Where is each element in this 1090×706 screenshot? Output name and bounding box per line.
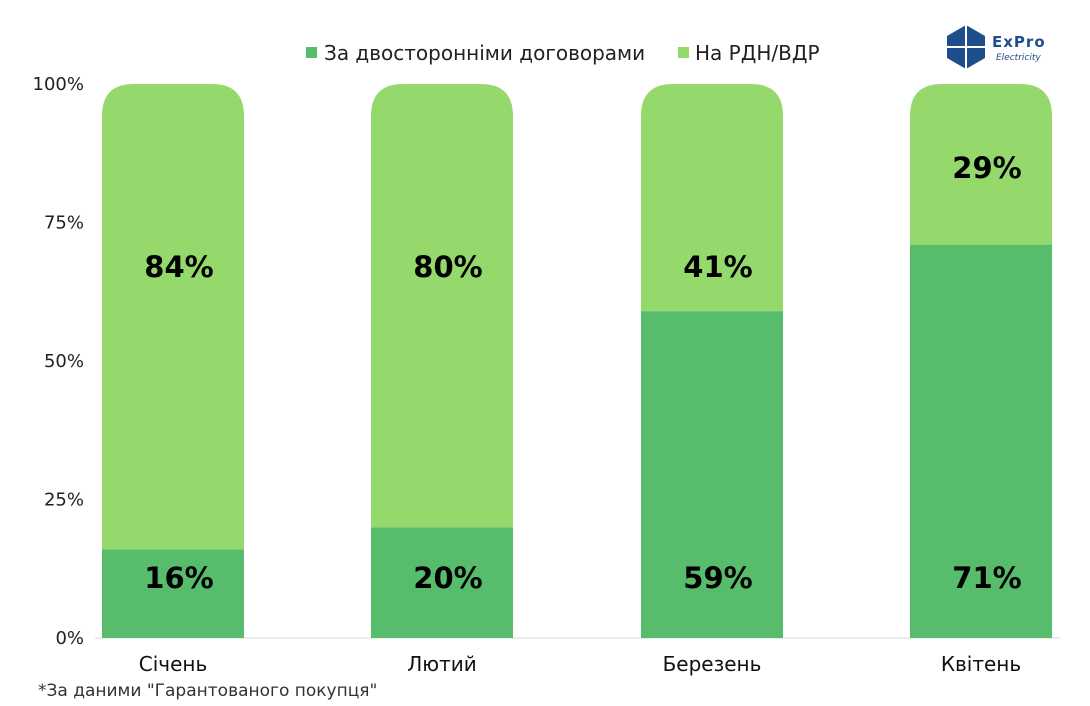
data-label: 84% bbox=[144, 250, 213, 284]
x-category-label: Лютий bbox=[407, 652, 477, 676]
y-tick-label: 50% bbox=[44, 351, 84, 372]
data-label: 80% bbox=[413, 250, 482, 284]
data-label: 71% bbox=[952, 561, 1021, 595]
logo-subtext: Electricity bbox=[996, 53, 1041, 63]
logo-text: ExPro bbox=[992, 33, 1046, 51]
bar-segment-bilateral bbox=[641, 311, 783, 638]
bar-segment-market bbox=[371, 84, 513, 528]
x-category-label: Квітень bbox=[941, 652, 1021, 676]
y-tick-label: 0% bbox=[55, 628, 84, 649]
y-tick-label: 75% bbox=[44, 213, 84, 234]
data-label: 59% bbox=[683, 561, 752, 595]
data-label: 16% bbox=[144, 561, 213, 595]
y-tick-label: 100% bbox=[33, 74, 84, 95]
legend-label-bilateral: За двосторонніми договорами bbox=[324, 41, 645, 65]
bar-segment-bilateral bbox=[910, 244, 1052, 638]
y-tick-label: 25% bbox=[44, 490, 84, 511]
data-label: 29% bbox=[952, 151, 1021, 185]
legend: За двосторонніми договорами На РДН/ВДР bbox=[306, 41, 820, 65]
y-axis: 0% 25% 50% 75% 100% bbox=[33, 74, 84, 649]
bar-segment-market bbox=[641, 84, 783, 312]
footnote: *За даними "Гарантованого покупця" bbox=[38, 681, 377, 701]
x-axis-labels: Січень Лютий Березень Квітень bbox=[139, 652, 1021, 676]
legend-label-market: На РДН/ВДР bbox=[695, 41, 820, 65]
x-category-label: Січень bbox=[139, 652, 208, 676]
expro-logo: ExPro Electricity bbox=[947, 25, 1046, 69]
bar-segment-market bbox=[102, 84, 244, 550]
bars: 16% 84% 20% 80% 59% 41% 71% 29% bbox=[102, 84, 1052, 638]
bar-segment-bilateral bbox=[371, 527, 513, 638]
legend-swatch-market bbox=[678, 47, 689, 58]
legend-swatch-bilateral bbox=[306, 47, 317, 58]
bar-segment-market bbox=[910, 84, 1052, 245]
bar-segment-bilateral bbox=[102, 549, 244, 638]
x-category-label: Березень bbox=[663, 652, 762, 676]
logo-icon bbox=[947, 25, 985, 69]
data-label: 41% bbox=[683, 250, 752, 284]
data-label: 20% bbox=[413, 561, 482, 595]
